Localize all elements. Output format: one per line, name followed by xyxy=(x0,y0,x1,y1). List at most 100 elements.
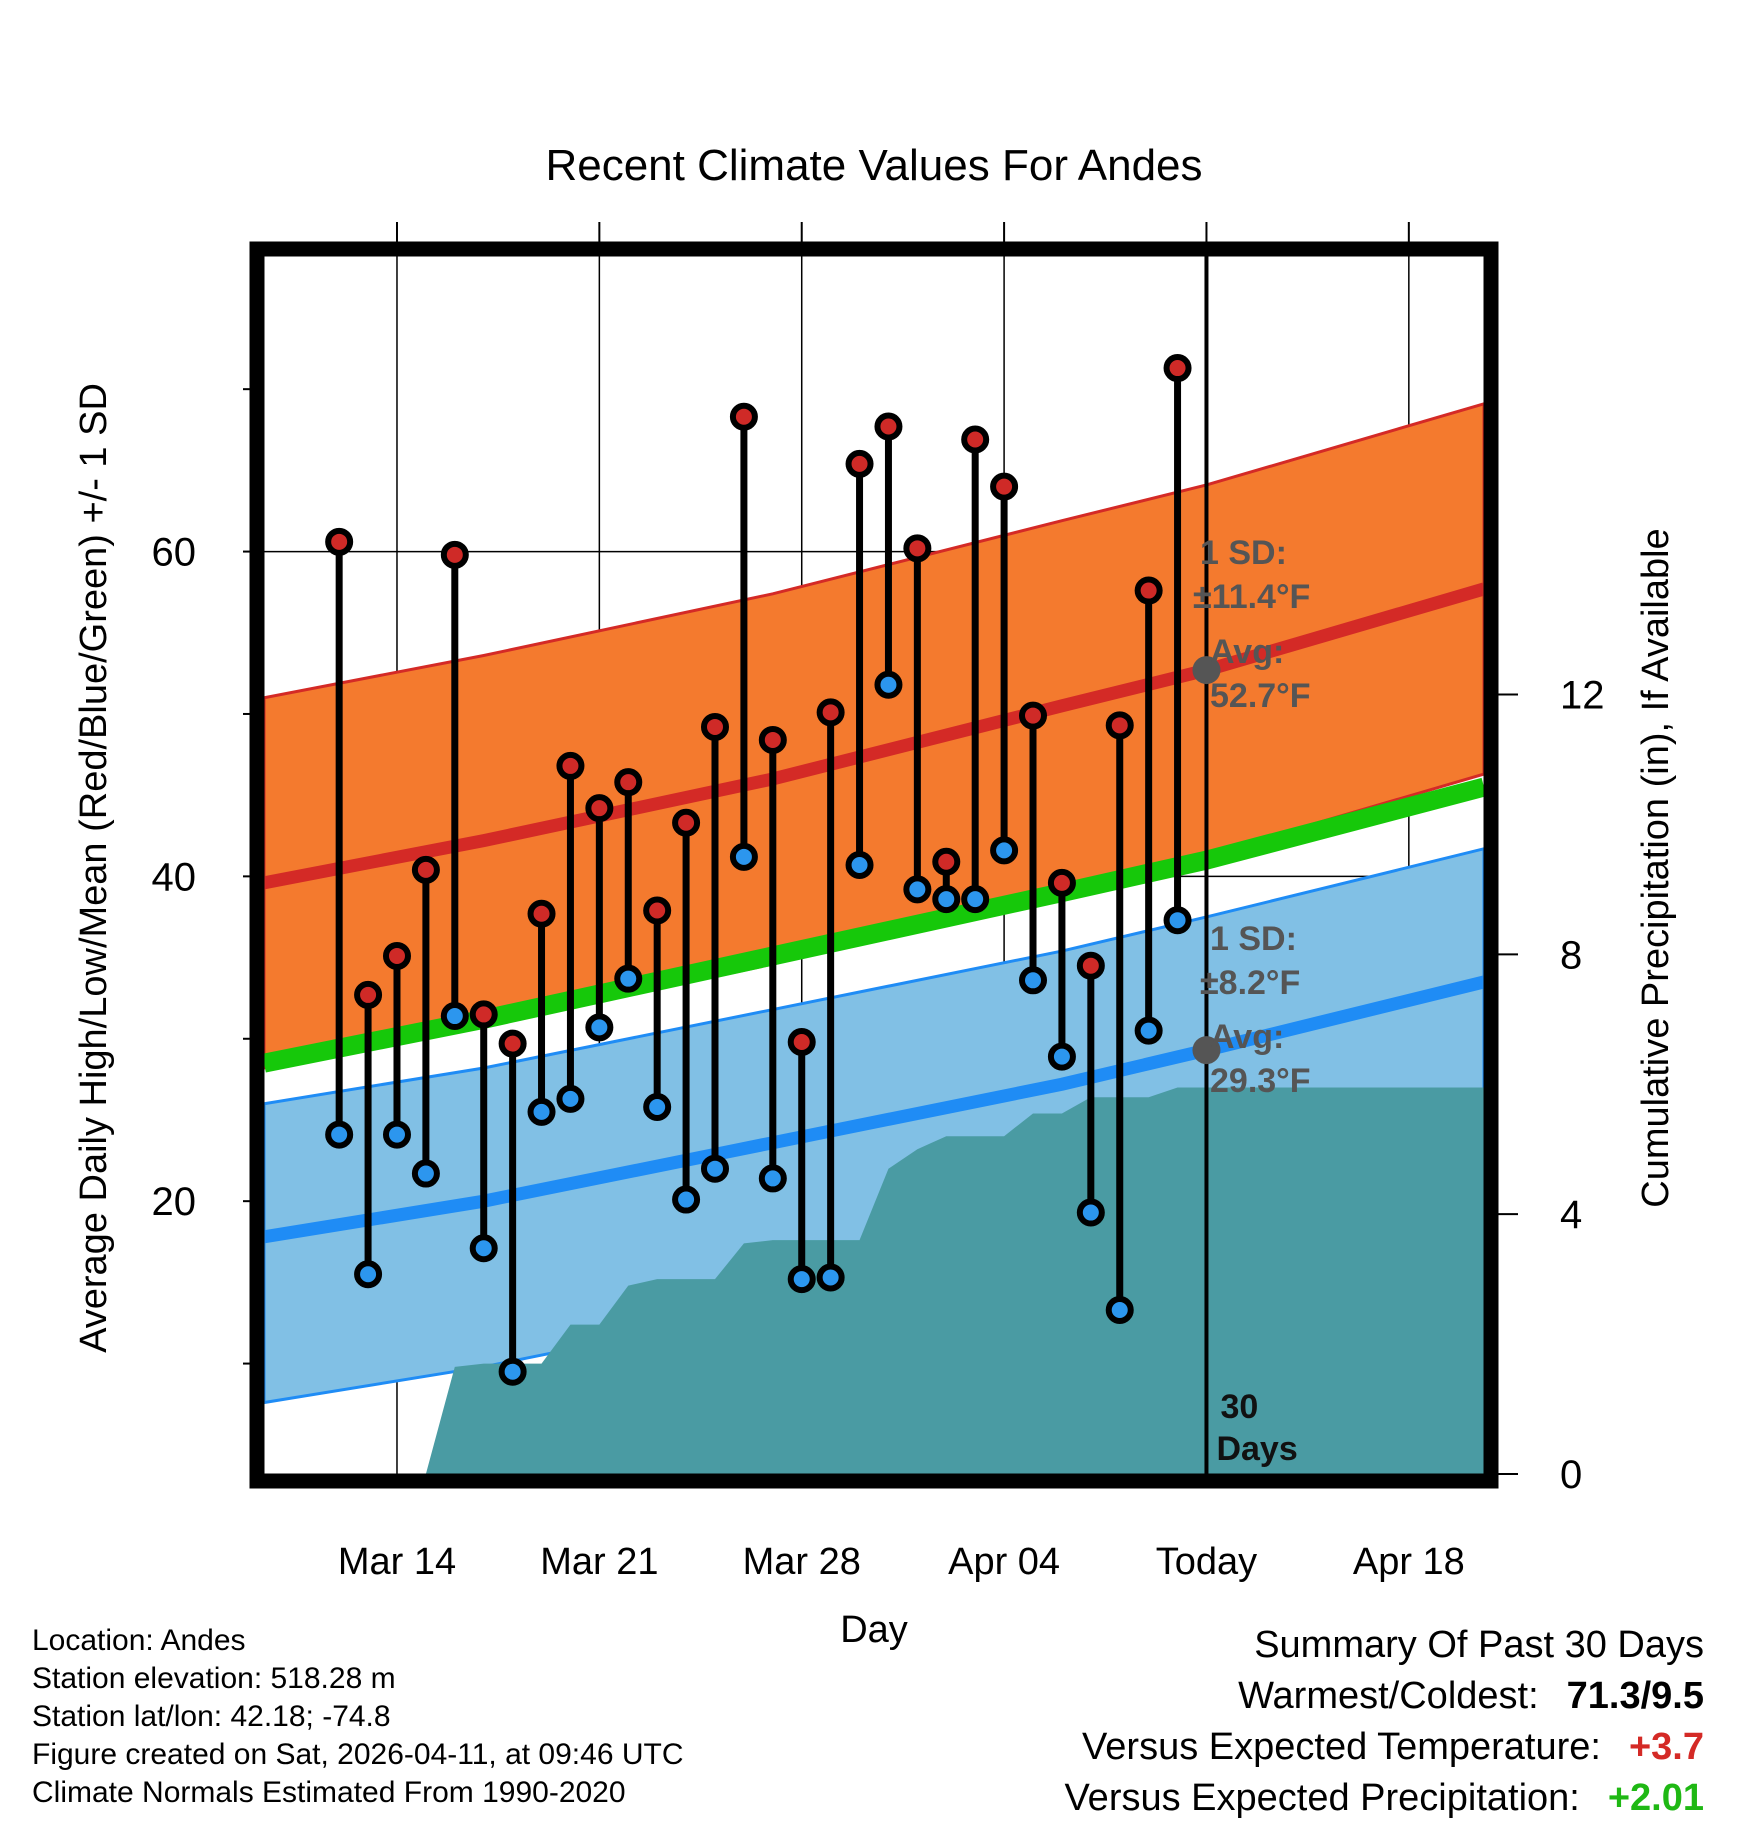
daily-low-point xyxy=(411,1159,440,1188)
days-count-label: 30 xyxy=(1220,1388,1258,1426)
daily-low-point xyxy=(1019,966,1048,995)
station-info: Location: Andes Station elevation: 518.2… xyxy=(32,1622,684,1812)
daily-high-point xyxy=(961,425,990,454)
daily-high-point xyxy=(700,712,729,741)
daily-high-point xyxy=(498,1029,527,1058)
daily-low-point xyxy=(1134,1016,1163,1045)
daily-high-point xyxy=(845,449,874,478)
x-tick-label: Today xyxy=(1156,1541,1257,1583)
high-sd-value: ±11.4°F xyxy=(1193,578,1310,616)
daily-high-point xyxy=(382,941,411,970)
daily-low-point xyxy=(1105,1295,1134,1324)
daily-low-point xyxy=(469,1234,498,1263)
daily-high-point xyxy=(787,1028,816,1057)
daily-low-point xyxy=(787,1265,816,1294)
elevation-text: Station elevation: 518.28 m xyxy=(32,1662,396,1695)
daily-high-point xyxy=(354,980,383,1009)
latlon-text: Station lat/lon: 42.18; -74.8 xyxy=(32,1700,391,1733)
daily-high-point xyxy=(1163,354,1192,383)
daily-high-point xyxy=(932,847,961,876)
y-tick-label: 20 xyxy=(152,1180,197,1224)
y2-tick-label: 8 xyxy=(1560,933,1582,977)
daily-high-point xyxy=(990,472,1019,501)
daily-low-point xyxy=(729,842,758,871)
summary-warm-cold: Warmest/Coldest: 71.3/9.5 xyxy=(1064,1671,1704,1722)
chart-title: Recent Climate Values For Andes xyxy=(545,141,1202,190)
x-tick-label: Apr 18 xyxy=(1353,1541,1465,1583)
warm-cold-value: 71.3/9.5 xyxy=(1566,1675,1704,1717)
daily-low-point xyxy=(382,1120,411,1149)
plot-frame xyxy=(249,241,1499,1489)
y-axis-label: Average Daily High/Low/Mean (Red/Blue/Gr… xyxy=(73,383,115,1353)
high-avg-label: Avg: xyxy=(1210,633,1284,671)
x-tick-label: Mar 21 xyxy=(540,1541,658,1583)
y2-tick-label: 12 xyxy=(1560,673,1605,717)
temp-departure-label: Versus Expected Temperature: xyxy=(1082,1726,1601,1768)
daily-high-point xyxy=(1105,711,1134,740)
high-sd-label: 1 SD: xyxy=(1200,534,1287,572)
high-avg-marker xyxy=(1192,656,1221,685)
daily-low-point xyxy=(354,1260,383,1289)
daily-low-point xyxy=(700,1154,729,1183)
summary-title: Summary Of Past 30 Days xyxy=(1254,1624,1704,1666)
daily-low-point xyxy=(498,1357,527,1386)
daily-low-point xyxy=(440,1002,469,1031)
daily-high-point xyxy=(874,412,903,441)
x-tick-label: Apr 04 xyxy=(948,1541,1060,1583)
daily-high-point xyxy=(729,402,758,431)
daily-low-point xyxy=(585,1013,614,1042)
daily-low-point xyxy=(614,964,643,993)
daily-high-point xyxy=(469,1000,498,1029)
days-unit-label: Days xyxy=(1216,1430,1297,1468)
daily-low-point xyxy=(845,851,874,879)
location-text: Location: Andes xyxy=(32,1624,246,1657)
created-text: Figure created on Sat, 2026-04-11, at 09… xyxy=(32,1738,684,1771)
daily-low-point xyxy=(990,836,1019,865)
daily-high-point xyxy=(903,534,932,563)
daily-low-point xyxy=(1076,1198,1105,1227)
daily-low-point xyxy=(874,670,903,699)
x-axis-label: Day xyxy=(840,1609,908,1651)
daily-high-point xyxy=(1019,701,1048,730)
daily-high-point xyxy=(1076,951,1105,980)
y2-tick-label: 0 xyxy=(1560,1453,1582,1497)
daily-low-point xyxy=(816,1263,845,1292)
summary-temp: Versus Expected Temperature: +3.7 xyxy=(1064,1722,1704,1773)
daily-low-point xyxy=(1047,1042,1076,1071)
plot-area: 1 SD: ±11.4°F Avg: 52.7°F 1 SD: ±8.2°F Avg: 29.… xyxy=(264,256,1484,1474)
daily-high-point xyxy=(325,527,354,556)
high-avg-value: 52.7°F xyxy=(1210,677,1311,715)
daily-high-point xyxy=(585,794,614,823)
daily-high-point xyxy=(643,896,672,925)
daily-high-point xyxy=(440,540,469,569)
daily-low-point xyxy=(961,885,990,914)
daily-high-point xyxy=(758,725,787,754)
normals-text: Climate Normals Estimated From 1990-2020 xyxy=(32,1776,626,1809)
y-tick-label: 60 xyxy=(152,531,197,575)
precip-area xyxy=(425,1087,1484,1474)
daily-low-point xyxy=(932,885,961,914)
daily-high-point xyxy=(614,768,643,797)
y2-axis-label: Cumulative Precipitation (in), If Availa… xyxy=(1635,528,1677,1207)
daily-low-point xyxy=(903,875,932,904)
low-avg-marker xyxy=(1192,1036,1221,1065)
daily-low-point xyxy=(643,1092,672,1121)
daily-low-point xyxy=(325,1120,354,1149)
daily-high-point xyxy=(1134,576,1163,605)
y2-tick-label: 4 xyxy=(1560,1193,1582,1237)
daily-high-point xyxy=(816,698,845,727)
x-tick-label: Mar 14 xyxy=(338,1541,456,1583)
precip-departure-value: +2.01 xyxy=(1607,1777,1704,1819)
daily-low-point xyxy=(527,1097,556,1126)
low-avg-label: Avg: xyxy=(1210,1018,1284,1056)
summary-panel: Summary Of Past 30 Days Warmest/Coldest:… xyxy=(1064,1620,1704,1824)
daily-high-point xyxy=(527,899,556,928)
low-sd-label: 1 SD: xyxy=(1210,920,1297,958)
daily-high-point xyxy=(1047,868,1076,897)
daily-low-point xyxy=(556,1084,585,1113)
low-sd-value: ±8.2°F xyxy=(1200,964,1300,1002)
daily-low-point xyxy=(758,1164,787,1193)
low-avg-value: 29.3°F xyxy=(1210,1062,1311,1100)
warm-cold-label: Warmest/Coldest: xyxy=(1238,1675,1539,1717)
